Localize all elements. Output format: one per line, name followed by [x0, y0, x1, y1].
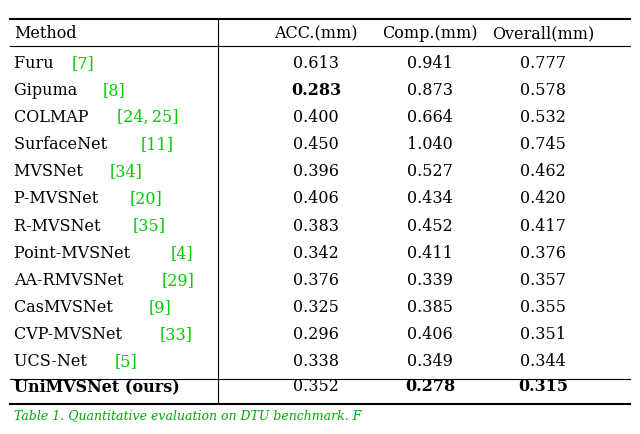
Text: 0.338: 0.338 — [293, 353, 339, 370]
Text: CVP-MVSNet: CVP-MVSNet — [14, 326, 127, 343]
Text: 0.351: 0.351 — [520, 326, 566, 343]
Text: 0.283: 0.283 — [291, 82, 341, 99]
Text: 0.342: 0.342 — [293, 245, 339, 262]
Text: COLMAP: COLMAP — [14, 109, 93, 126]
Text: MVSNet: MVSNet — [14, 163, 88, 181]
Text: 0.613: 0.613 — [293, 55, 339, 72]
Text: [5]: [5] — [115, 353, 138, 370]
Text: 0.578: 0.578 — [520, 82, 566, 99]
Text: [11]: [11] — [141, 136, 174, 153]
Text: Overall(mm): Overall(mm) — [492, 26, 594, 43]
Text: 0.450: 0.450 — [293, 136, 339, 153]
Text: 0.376: 0.376 — [293, 272, 339, 289]
Text: Method: Method — [14, 26, 77, 43]
Text: Table 1. Quantitative evaluation on DTU benchmark. F: Table 1. Quantitative evaluation on DTU … — [14, 410, 362, 423]
Text: UCS-Net: UCS-Net — [14, 353, 92, 370]
Text: 0.406: 0.406 — [407, 326, 453, 343]
Text: 0.777: 0.777 — [520, 55, 566, 72]
Text: [4]: [4] — [170, 245, 193, 262]
Text: 0.325: 0.325 — [293, 299, 339, 316]
Text: 0.357: 0.357 — [520, 272, 566, 289]
Text: 0.278: 0.278 — [405, 378, 455, 395]
Text: 0.352: 0.352 — [293, 378, 339, 395]
Text: 0.376: 0.376 — [520, 245, 566, 262]
Text: ACC.(mm): ACC.(mm) — [275, 26, 358, 43]
Text: 0.417: 0.417 — [520, 217, 566, 234]
Text: 0.349: 0.349 — [407, 353, 453, 370]
Text: 0.339: 0.339 — [407, 272, 453, 289]
Text: CasMVSNet: CasMVSNet — [14, 299, 118, 316]
Text: [34]: [34] — [109, 163, 142, 181]
Text: P-MVSNet: P-MVSNet — [14, 191, 104, 207]
Text: 0.396: 0.396 — [293, 163, 339, 181]
Text: 0.745: 0.745 — [520, 136, 566, 153]
Text: 0.873: 0.873 — [407, 82, 453, 99]
Text: R-MVSNet: R-MVSNet — [14, 217, 106, 234]
Text: 0.527: 0.527 — [407, 163, 453, 181]
Text: AA-RMVSNet: AA-RMVSNet — [14, 272, 129, 289]
Text: 0.355: 0.355 — [520, 299, 566, 316]
Text: Furu: Furu — [14, 55, 59, 72]
Text: 0.385: 0.385 — [407, 299, 453, 316]
Text: [33]: [33] — [160, 326, 193, 343]
Text: [29]: [29] — [162, 272, 195, 289]
Text: UniMVSNet (ours): UniMVSNet (ours) — [14, 378, 180, 395]
Text: 0.383: 0.383 — [293, 217, 339, 234]
Text: 0.411: 0.411 — [407, 245, 453, 262]
Text: 0.296: 0.296 — [293, 326, 339, 343]
Text: [8]: [8] — [102, 82, 125, 99]
Text: 0.420: 0.420 — [520, 191, 566, 207]
Text: 0.400: 0.400 — [293, 109, 339, 126]
Text: 0.434: 0.434 — [407, 191, 453, 207]
Text: 0.406: 0.406 — [293, 191, 339, 207]
Text: 0.315: 0.315 — [518, 378, 568, 395]
Text: Point-MVSNet: Point-MVSNet — [14, 245, 135, 262]
Text: 0.462: 0.462 — [520, 163, 566, 181]
Text: Comp.(mm): Comp.(mm) — [382, 26, 477, 43]
Text: 0.664: 0.664 — [407, 109, 453, 126]
Text: 1.040: 1.040 — [407, 136, 453, 153]
Text: [35]: [35] — [132, 217, 165, 234]
Text: 0.941: 0.941 — [407, 55, 453, 72]
Text: 0.532: 0.532 — [520, 109, 566, 126]
Text: [20]: [20] — [129, 191, 162, 207]
Text: SurfaceNet: SurfaceNet — [14, 136, 112, 153]
Text: Gipuma: Gipuma — [14, 82, 83, 99]
Text: [24, 25]: [24, 25] — [116, 109, 179, 126]
Text: [7]: [7] — [72, 55, 95, 72]
Text: 0.452: 0.452 — [407, 217, 453, 234]
Text: [9]: [9] — [148, 299, 171, 316]
Text: 0.344: 0.344 — [520, 353, 566, 370]
